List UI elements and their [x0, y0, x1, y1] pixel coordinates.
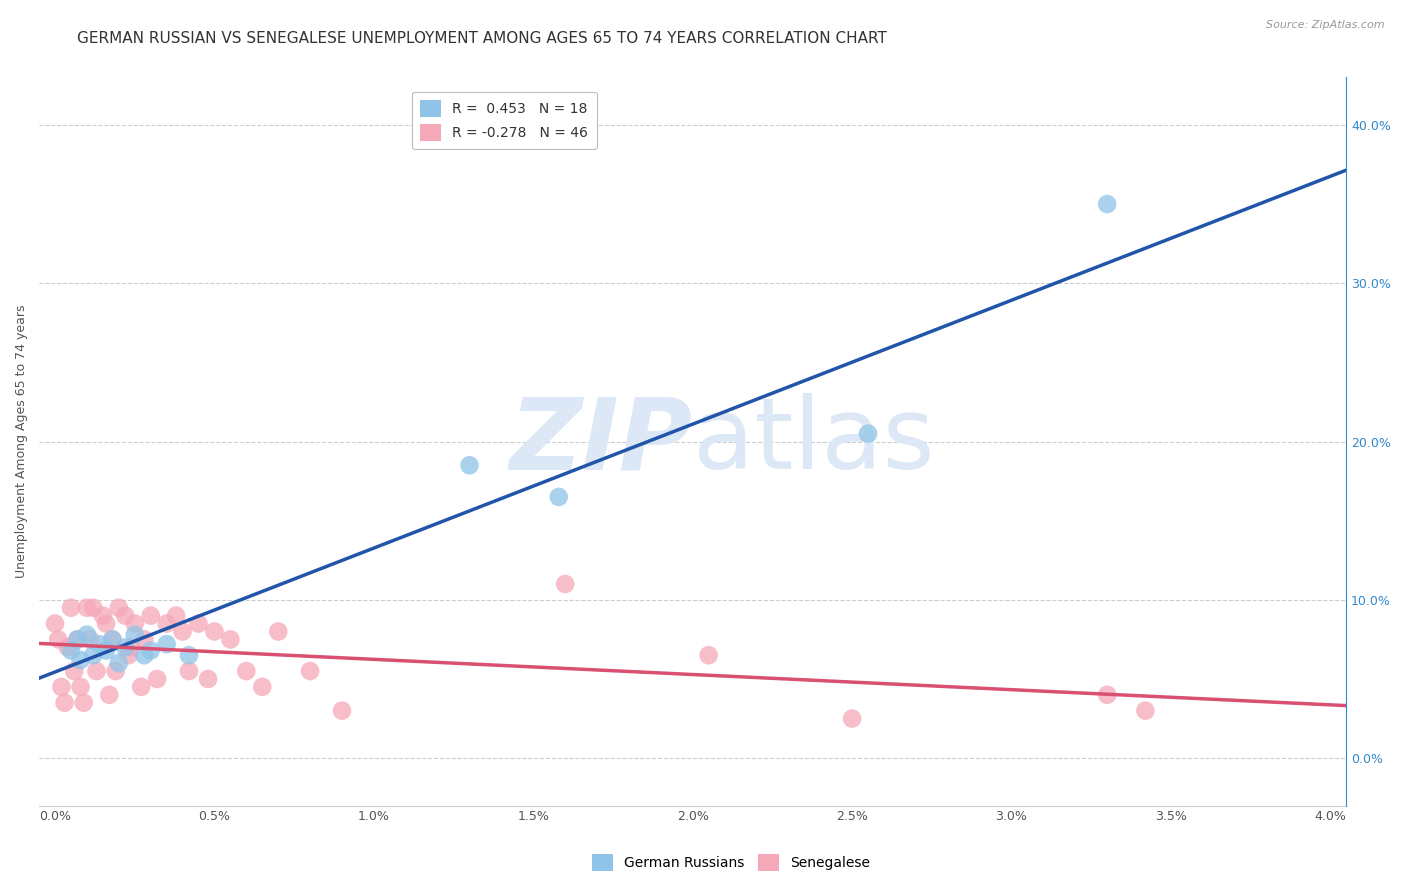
Point	[129, 680, 152, 694]
Point	[856, 426, 879, 441]
Point	[134, 648, 156, 663]
Point	[51, 680, 73, 694]
Y-axis label: Unemployment Among Ages 65 to 74 years: Unemployment Among Ages 65 to 74 years	[15, 305, 28, 578]
Text: ZIP: ZIP	[510, 393, 693, 490]
Point	[66, 632, 89, 647]
Text: GERMAN RUSSIAN VS SENEGALESE UNEMPLOYMENT AMONG AGES 65 TO 74 YEARS CORRELATION : GERMAN RUSSIAN VS SENEGALESE UNEMPLOYMEN…	[77, 31, 887, 46]
Point	[117, 648, 139, 663]
Point	[108, 600, 131, 615]
Point	[330, 704, 353, 718]
Point	[94, 643, 117, 657]
Point	[44, 616, 66, 631]
Legend: German Russians, Senegalese: German Russians, Senegalese	[586, 848, 876, 876]
Point	[59, 643, 82, 657]
Point	[76, 627, 98, 641]
Point	[172, 624, 194, 639]
Point	[46, 632, 69, 647]
Text: atlas: atlas	[693, 393, 935, 490]
Point	[53, 696, 76, 710]
Point	[547, 490, 569, 504]
Point	[82, 600, 104, 615]
Point	[59, 600, 82, 615]
Point	[101, 632, 124, 647]
Point	[76, 600, 98, 615]
Point	[79, 632, 101, 647]
Point	[146, 672, 169, 686]
Point	[82, 648, 104, 663]
Legend: R =  0.453   N = 18, R = -0.278   N = 46: R = 0.453 N = 18, R = -0.278 N = 46	[412, 92, 596, 149]
Point	[101, 632, 124, 647]
Point	[104, 664, 127, 678]
Point	[98, 688, 121, 702]
Point	[1095, 688, 1118, 702]
Point	[177, 648, 200, 663]
Point	[1135, 704, 1157, 718]
Point	[124, 627, 146, 641]
Point	[697, 648, 720, 663]
Point	[134, 632, 156, 647]
Point	[66, 632, 89, 647]
Point	[114, 640, 136, 655]
Point	[69, 680, 91, 694]
Point	[554, 577, 576, 591]
Point	[235, 664, 257, 678]
Text: Source: ZipAtlas.com: Source: ZipAtlas.com	[1267, 20, 1385, 29]
Point	[108, 656, 131, 670]
Point	[114, 608, 136, 623]
Point	[458, 458, 481, 473]
Point	[86, 664, 108, 678]
Point	[89, 637, 111, 651]
Point	[124, 616, 146, 631]
Point	[73, 696, 96, 710]
Point	[252, 680, 274, 694]
Point	[204, 624, 226, 639]
Point	[187, 616, 209, 631]
Point	[91, 608, 114, 623]
Point	[69, 653, 91, 667]
Point	[267, 624, 290, 639]
Point	[94, 616, 117, 631]
Point	[63, 664, 86, 678]
Point	[156, 637, 179, 651]
Point	[177, 664, 200, 678]
Point	[121, 640, 143, 655]
Point	[139, 643, 162, 657]
Point	[165, 608, 187, 623]
Point	[56, 640, 79, 655]
Point	[219, 632, 242, 647]
Point	[1095, 197, 1118, 211]
Point	[156, 616, 179, 631]
Point	[841, 712, 863, 726]
Point	[139, 608, 162, 623]
Point	[299, 664, 322, 678]
Point	[197, 672, 219, 686]
